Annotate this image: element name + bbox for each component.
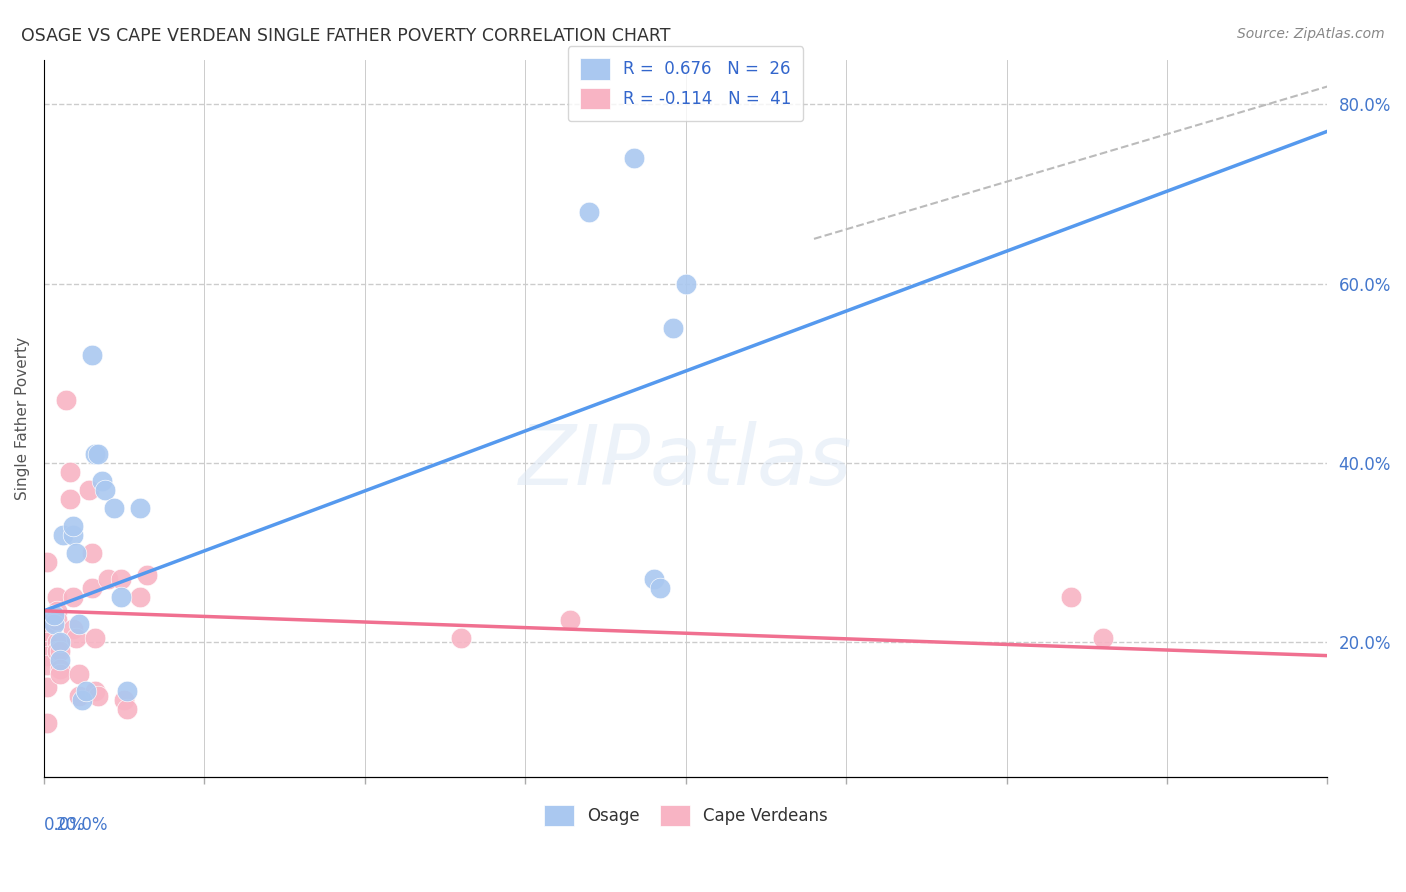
Point — [135, 568, 157, 582]
Point — [52, 527, 75, 541]
Point — [65, 545, 87, 559]
Point — [49, 666, 72, 681]
Point — [35, 644, 58, 658]
Point — [45, 644, 67, 658]
Point — [77, 483, 100, 497]
Point — [623, 151, 645, 165]
Point — [648, 582, 671, 596]
Point — [49, 644, 72, 658]
Point — [67, 689, 90, 703]
Point — [558, 613, 581, 627]
Point — [112, 693, 135, 707]
Point — [62, 622, 84, 636]
Point — [72, 693, 94, 707]
Point — [675, 277, 697, 291]
Point — [578, 205, 600, 219]
Point — [35, 635, 58, 649]
Point — [75, 684, 97, 698]
Point — [35, 680, 58, 694]
Point — [643, 573, 665, 587]
Point — [117, 702, 139, 716]
Point — [80, 348, 103, 362]
Point — [80, 545, 103, 559]
Point — [62, 591, 84, 605]
Point — [35, 648, 58, 663]
Text: ZIPatlas: ZIPatlas — [519, 421, 852, 501]
Point — [1091, 631, 1114, 645]
Point — [35, 715, 58, 730]
Point — [49, 635, 72, 649]
Point — [129, 500, 152, 515]
Y-axis label: Single Father Poverty: Single Father Poverty — [15, 336, 30, 500]
Point — [67, 666, 90, 681]
Point — [35, 555, 58, 569]
Point — [62, 527, 84, 541]
Point — [42, 608, 65, 623]
Text: 0.0%: 0.0% — [44, 816, 86, 834]
Point — [97, 573, 120, 587]
Point — [87, 447, 110, 461]
Point — [80, 582, 103, 596]
Point — [45, 635, 67, 649]
Point — [49, 653, 72, 667]
Point — [662, 321, 685, 335]
Point — [58, 491, 80, 506]
Point — [84, 684, 107, 698]
Point — [67, 617, 90, 632]
Text: Source: ZipAtlas.com: Source: ZipAtlas.com — [1237, 27, 1385, 41]
Point — [35, 617, 58, 632]
Point — [45, 604, 67, 618]
Legend: Osage, Cape Verdeans: Osage, Cape Verdeans — [537, 798, 834, 833]
Point — [65, 631, 87, 645]
Point — [129, 591, 152, 605]
Point — [87, 689, 110, 703]
Point — [110, 573, 132, 587]
Point — [35, 657, 58, 672]
Point — [84, 631, 107, 645]
Point — [55, 393, 77, 408]
Point — [49, 662, 72, 676]
Point — [103, 500, 125, 515]
Point — [58, 465, 80, 479]
Point — [62, 518, 84, 533]
Point — [117, 684, 139, 698]
Point — [1060, 591, 1083, 605]
Point — [42, 617, 65, 632]
Point — [45, 591, 67, 605]
Point — [35, 635, 58, 649]
Text: 20.0%: 20.0% — [56, 816, 108, 834]
Point — [450, 631, 472, 645]
Point — [110, 591, 132, 605]
Point — [90, 474, 112, 488]
Point — [45, 613, 67, 627]
Point — [94, 483, 117, 497]
Point — [84, 447, 107, 461]
Text: OSAGE VS CAPE VERDEAN SINGLE FATHER POVERTY CORRELATION CHART: OSAGE VS CAPE VERDEAN SINGLE FATHER POVE… — [21, 27, 671, 45]
